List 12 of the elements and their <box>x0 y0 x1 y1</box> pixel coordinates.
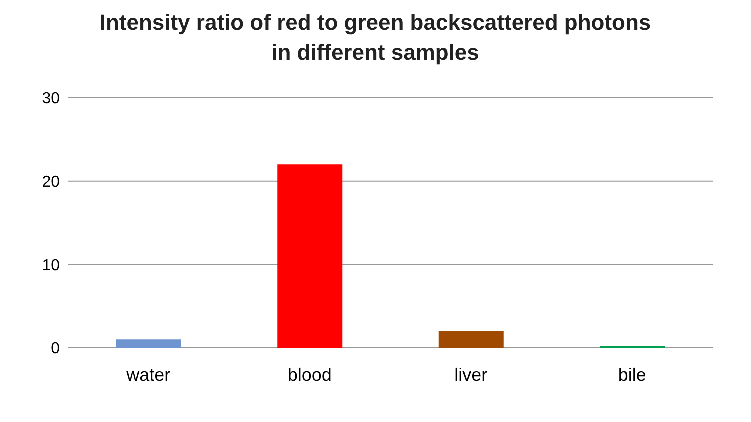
y-tick-label: 20 <box>42 174 60 192</box>
bar <box>116 340 182 348</box>
x-tick-label: blood <box>288 364 332 385</box>
bar <box>438 331 504 348</box>
bar <box>278 164 343 348</box>
x-tick-label: bile <box>618 364 646 385</box>
y-tick-label: 30 <box>42 90 60 108</box>
y-tick-label: 0 <box>51 340 60 358</box>
x-tick-label: water <box>126 364 171 385</box>
x-tick-label: liver <box>454 364 488 385</box>
y-tick-label: 10 <box>42 257 60 274</box>
chart-title: Intensity ratio of red to green backscattered photons in different samples <box>98 9 652 67</box>
